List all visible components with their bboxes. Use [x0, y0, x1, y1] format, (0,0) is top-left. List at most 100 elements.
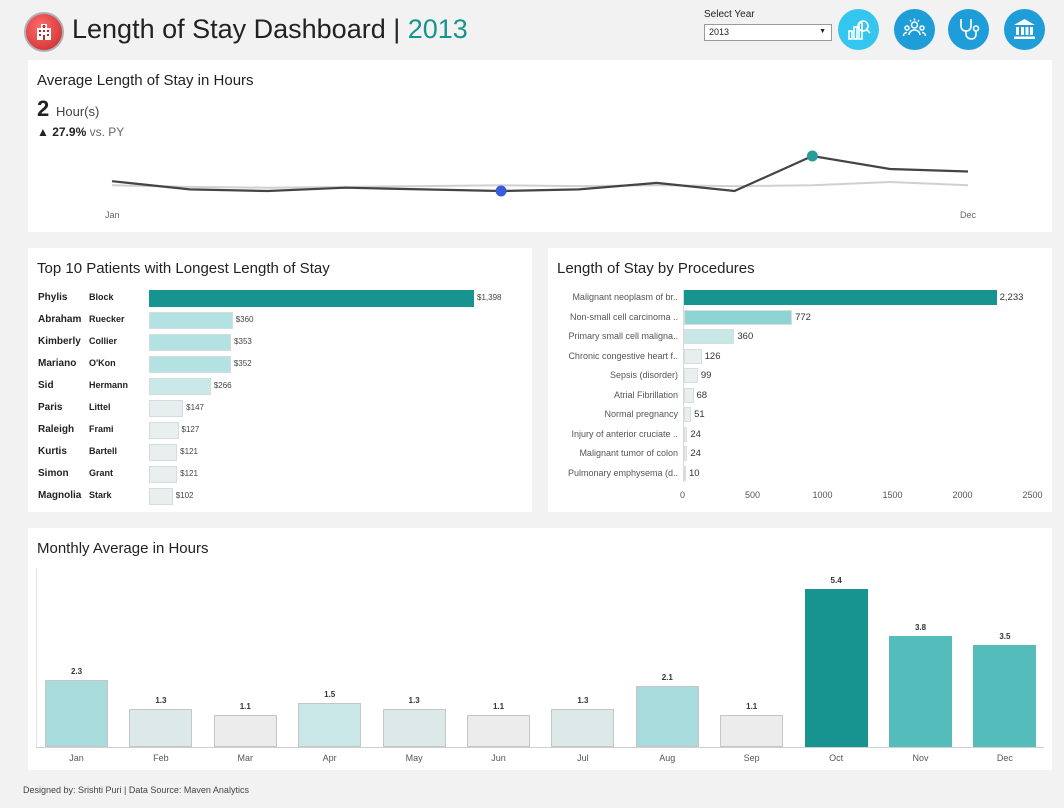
procedure-value-label: 24 — [690, 448, 701, 459]
procedure-bar — [684, 446, 688, 461]
monthly-value-label: 1.1 — [239, 701, 251, 711]
monthly-category-label: Apr — [322, 753, 337, 763]
kpi-change-suffix: vs. PY — [89, 125, 125, 139]
patient-value-label: $147 — [186, 403, 204, 412]
procedure-bar — [684, 387, 694, 403]
procedures-title: Length of Stay by Procedures — [557, 260, 755, 277]
patient-row: Mariano O'Kon $352 — [28, 354, 532, 376]
monthly-value-label: 3.8 — [914, 622, 927, 632]
monthly-bar — [551, 708, 615, 747]
monthly-value-label: 1.3 — [155, 695, 167, 705]
procedure-label: Malignant tumor of colon — [579, 448, 678, 458]
patients-title: Top 10 Patients with Longest Length of S… — [37, 260, 330, 277]
patient-first-name: Raleigh — [38, 424, 75, 435]
monthly-bar — [635, 685, 699, 747]
patient-first-name: Sid — [38, 380, 54, 391]
patient-bar — [149, 290, 474, 307]
patient-last-name: O'Kon — [89, 358, 116, 368]
procedure-label: Primary small cell maligna.. — [568, 331, 678, 341]
patient-bar — [149, 466, 178, 483]
patient-last-name: Bartell — [89, 446, 118, 456]
sparkline-axis-start: Jan — [105, 210, 120, 220]
procedure-bar — [684, 290, 997, 305]
patient-row: Kimberly Collier $353 — [28, 332, 532, 354]
procedure-label: Non-small cell carcinoma .. — [569, 311, 678, 322]
patient-value-label: $360 — [235, 315, 254, 324]
procedure-value-label: 51 — [694, 409, 705, 420]
procedure-value-label: 24 — [690, 428, 701, 440]
procedure-value-label: 360 — [737, 331, 754, 342]
monthly-bar — [804, 589, 868, 747]
patient-row: Paris Littel $147 — [28, 398, 532, 420]
patient-value-label: $1,398 — [477, 293, 502, 302]
monthly-category-label: Jun — [491, 753, 506, 763]
patient-value-label: $121 — [180, 447, 198, 456]
patient-bar — [149, 488, 173, 505]
sparkline-chart — [111, 150, 969, 197]
sparkline-series-0 — [111, 154, 969, 193]
monthly-y-axis-line — [36, 568, 37, 748]
patient-row: Magnolia Stark $102 — [28, 486, 532, 508]
monthly-baseline — [36, 747, 1044, 748]
procedure-label: Malignant neoplasm of br.. — [572, 292, 678, 302]
procedure-label: Chronic congestive heart f.. — [568, 350, 678, 361]
procedure-axis-tick: 1500 — [882, 490, 903, 500]
patient-first-name: Kurtis — [38, 446, 67, 457]
bank-icon[interactable] — [1004, 9, 1045, 50]
procedure-bar — [684, 329, 735, 344]
monthly-category-label: Jan — [69, 753, 84, 763]
patient-last-name: Grant — [89, 468, 114, 478]
procedures-panel: Length of Stay by Procedures Malignant n… — [548, 248, 1052, 512]
monthly-value-label: 5.4 — [830, 576, 842, 585]
procedure-bar — [684, 348, 702, 364]
monthly-value-label: 1.1 — [492, 701, 505, 711]
monthly-category-label: Jul — [577, 753, 589, 763]
patient-first-name: Mariano — [38, 358, 77, 369]
monthly-bar — [467, 714, 530, 747]
monthly-average-panel: Monthly Average in Hours 2.3 Jan 1.3 Feb 1.1… — [28, 528, 1052, 770]
procedure-label: Injury of anterior cruciate .. — [571, 428, 678, 439]
title-year: 2013 — [407, 14, 468, 44]
procedure-bar — [684, 309, 793, 325]
kpi-change-value: ▲ 27.9% — [37, 125, 87, 139]
patient-first-name: Magnolia — [38, 490, 82, 501]
procedure-bar — [684, 465, 686, 481]
procedure-label: Normal pregnancy — [604, 409, 678, 419]
year-dropdown[interactable]: 2013 ▼ — [704, 24, 832, 41]
monthly-title: Monthly Average in Hours — [37, 540, 209, 557]
monthly-category-label: Dec — [996, 753, 1013, 763]
patient-row: Kurtis Bartell $121 — [28, 442, 532, 464]
kpi-unit: Hour(s) — [56, 104, 100, 119]
patient-bar — [149, 334, 232, 351]
monthly-category-label: Sep — [743, 753, 760, 763]
monthly-bar — [382, 708, 446, 747]
monthly-value-label: 1.1 — [746, 701, 758, 711]
patients-icon[interactable] — [894, 9, 935, 50]
procedures-axis-line — [683, 290, 684, 482]
patient-bar — [149, 312, 233, 329]
monthly-category-label: May — [405, 753, 423, 763]
procedure-value-label: 772 — [795, 311, 811, 323]
sparkline-point-oct — [806, 150, 818, 162]
monthly-bar — [889, 635, 952, 747]
monthly-bar — [45, 679, 108, 747]
monthly-category-label: Aug — [659, 753, 676, 763]
procedure-label: Pulmonary emphysema (d.. — [567, 467, 678, 478]
procedure-axis-tick: 1000 — [812, 490, 833, 500]
patient-last-name: Ruecker — [89, 314, 125, 324]
patient-last-name: Littel — [89, 402, 111, 412]
hospital-logo-icon — [24, 12, 64, 52]
analytics-icon[interactable] — [838, 9, 879, 50]
procedure-axis-tick: 2500 — [1022, 490, 1043, 500]
procedure-value-label: 10 — [689, 467, 700, 479]
monthly-value-label: 3.5 — [999, 631, 1011, 641]
procedure-axis-tick: 500 — [745, 490, 761, 500]
monthly-value-label: 2.3 — [70, 666, 83, 676]
stethoscope-icon[interactable] — [948, 9, 989, 50]
patient-last-name: Block — [89, 292, 114, 302]
monthly-category-label: Feb — [153, 753, 169, 763]
monthly-bar — [129, 708, 193, 747]
monthly-value-label: 1.5 — [324, 690, 336, 700]
patient-bar — [149, 444, 178, 461]
patient-last-name: Stark — [89, 490, 112, 500]
